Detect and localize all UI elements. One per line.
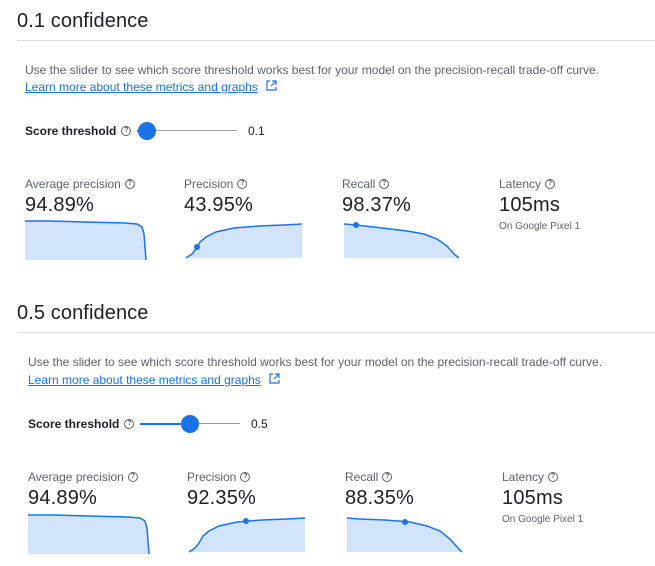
score-threshold-label: Score threshold [25, 124, 117, 138]
recall-chart [346, 517, 463, 553]
metric-recall: Recall? 88.35% [345, 470, 470, 510]
average-precision-chart [25, 220, 147, 260]
metric-label: Average precision [25, 177, 121, 191]
precision-chart [188, 517, 306, 553]
metric-label: Recall [345, 470, 379, 484]
precision-threshold-point [243, 518, 249, 524]
metric-label: Recall [342, 177, 376, 191]
metric-precision: Precision? 92.35% [187, 470, 312, 510]
recall-threshold-point [353, 222, 359, 228]
slider-fill [140, 422, 190, 425]
description-text: Use the slider to see which score thresh… [25, 63, 600, 77]
open-in-new-icon [266, 80, 277, 94]
learn-more-label: Learn more about these metrics and graph… [25, 80, 258, 94]
metric-value: 43.95% [184, 194, 254, 216]
metric-value: 105ms [502, 487, 564, 509]
metric-value: 92.35% [187, 487, 257, 509]
latency-device: On Google Pixel 1 [502, 514, 584, 525]
metric-value: 98.37% [342, 194, 412, 216]
score-threshold-slider[interactable] [140, 414, 240, 434]
section-divider [17, 332, 655, 333]
slider-thumb[interactable] [138, 122, 156, 140]
metric-latency: Latency? 105ms On Google Pixel 1 [502, 470, 627, 525]
section-divider [17, 40, 655, 41]
metric-value: 94.89% [25, 194, 95, 216]
learn-more-link[interactable]: Learn more about these metrics and graph… [28, 373, 280, 387]
score-threshold-value: 0.5 [251, 417, 268, 431]
metric-value: 94.89% [28, 487, 98, 509]
metric-label: Average precision [28, 470, 124, 484]
score-threshold-label: Score threshold [28, 417, 120, 431]
help-circle-icon[interactable]: ? [127, 472, 138, 482]
help-circle-icon[interactable]: ? [379, 179, 390, 189]
metric-recall: Recall? 98.37% [342, 177, 467, 217]
recall-threshold-point [402, 519, 408, 525]
description-text: Use the slider to see which score thresh… [28, 355, 603, 369]
slider-thumb[interactable] [181, 415, 199, 433]
help-circle-icon[interactable]: ? [237, 179, 248, 189]
recall-chart [343, 222, 460, 259]
score-threshold-row: Score threshold ? [25, 121, 132, 141]
help-circle-icon[interactable]: ? [124, 419, 135, 429]
metric-average-precision: Average precision? 94.89% [25, 177, 150, 217]
score-threshold-row: Score threshold ? [28, 414, 135, 434]
section-title: 0.5 confidence [17, 302, 149, 324]
metric-label: Precision [187, 470, 237, 484]
precision-chart [185, 223, 303, 259]
open-in-new-icon [269, 373, 280, 387]
learn-more-link[interactable]: Learn more about these metrics and graph… [25, 80, 277, 94]
precision-threshold-point [194, 244, 200, 250]
latency-device: On Google Pixel 1 [499, 221, 581, 232]
metric-label: Latency [499, 177, 542, 191]
help-circle-icon[interactable]: ? [121, 126, 132, 136]
help-circle-icon[interactable]: ? [382, 472, 393, 482]
metric-average-precision: Average precision? 94.89% [28, 470, 153, 510]
section-0-1-confidence: 0.1 confidence Use the slider to see whi… [17, 10, 655, 260]
score-threshold-slider[interactable] [137, 121, 237, 141]
help-circle-icon[interactable]: ? [548, 472, 559, 482]
average-precision-chart [28, 514, 150, 554]
metric-value: 105ms [499, 194, 561, 216]
learn-more-label: Learn more about these metrics and graph… [28, 373, 261, 387]
metric-label: Precision [184, 177, 234, 191]
help-circle-icon[interactable]: ? [545, 179, 556, 189]
slider-track [137, 130, 237, 131]
metric-value: 88.35% [345, 487, 415, 509]
metric-label: Latency [502, 470, 545, 484]
section-0-5-confidence: 0.5 confidence Use the slider to see whi… [0, 292, 655, 566]
metric-precision: Precision? 43.95% [184, 177, 309, 217]
metric-latency: Latency? 105ms On Google Pixel 1 [499, 177, 624, 232]
score-threshold-value: 0.1 [248, 124, 265, 138]
help-circle-icon[interactable]: ? [240, 472, 251, 482]
section-title: 0.1 confidence [17, 10, 149, 32]
help-circle-icon[interactable]: ? [124, 179, 135, 189]
